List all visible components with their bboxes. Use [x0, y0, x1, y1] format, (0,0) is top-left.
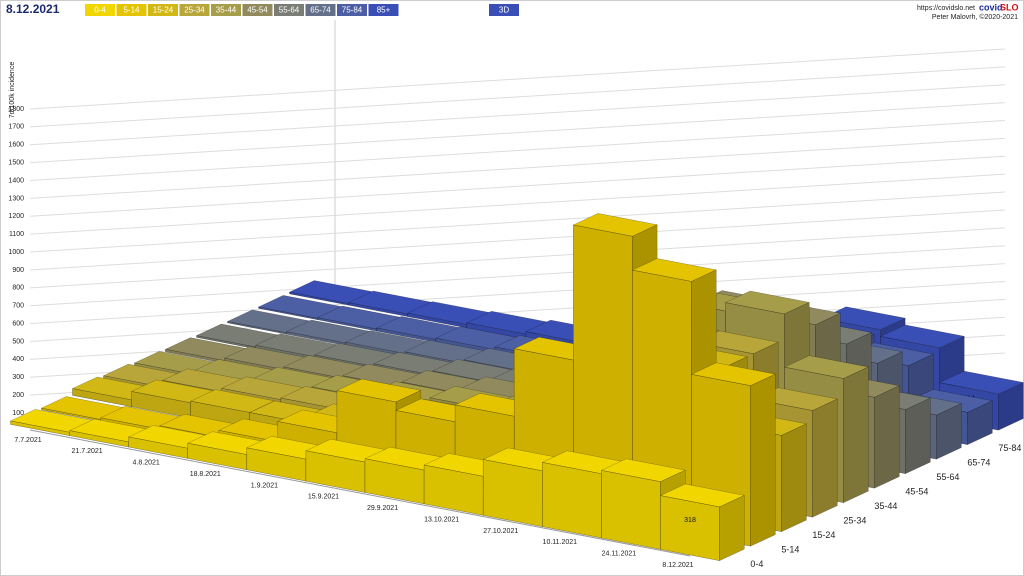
bar-side	[719, 494, 745, 562]
grid-line	[29, 245, 1006, 307]
legend-swatch[interactable]	[211, 4, 241, 16]
x-tick-label: 13.10.2021	[424, 516, 459, 523]
legend-swatch[interactable]	[85, 4, 115, 16]
x-axis	[29, 429, 691, 557]
y-tick-label: 300	[12, 374, 24, 381]
grid-line	[29, 155, 1006, 217]
legend-label: 5-14	[123, 6, 140, 15]
group-label: 15-24	[812, 530, 835, 540]
legend: 0-4 5-14 15-24 25-34 35-44 45-54 55-64 65-74 75-…	[85, 4, 399, 16]
bar-side	[781, 423, 807, 533]
group-label: 5-14	[781, 545, 799, 555]
brand: SLO	[1000, 2, 1019, 12]
x-tick-label: 21.7.2021	[72, 448, 103, 455]
legend-label: 0-4	[94, 6, 106, 15]
legend-label: 25-34	[184, 6, 205, 15]
bar-side	[905, 397, 931, 475]
group-label: 0-4	[750, 559, 763, 569]
legend-swatch[interactable]	[242, 4, 273, 16]
y-tick-label: 400	[12, 356, 24, 363]
x-tick-label: 27.10.2021	[483, 528, 518, 535]
legend-swatch[interactable]	[274, 4, 304, 16]
y-tick-label: 1500	[8, 159, 24, 166]
legend-label: 15-24	[153, 6, 174, 15]
group-label: 65-74	[967, 458, 990, 468]
mode-button-label[interactable]: 3D	[499, 6, 509, 15]
legend-label: 65-74	[310, 6, 331, 15]
y-tick-label: 800	[12, 285, 24, 292]
author: Peter Malovrh, ©2020-2021	[932, 13, 1018, 21]
y-tick-label: 1400	[8, 177, 24, 184]
y-tick-label: 1100	[9, 231, 24, 238]
y-tick-label: 500	[12, 338, 24, 345]
bar	[601, 470, 661, 550]
y-tick-label: 200	[12, 392, 24, 399]
group-label: 75-84	[998, 443, 1021, 453]
x-tick-label: 10.11.2021	[543, 539, 578, 546]
grid-line	[29, 191, 1006, 253]
bar-side	[874, 385, 900, 489]
y-tick-label: 1800	[8, 106, 24, 113]
group-label: 45-54	[905, 487, 928, 497]
site-url: https://covidslo.net	[917, 5, 975, 12]
grid-line	[29, 84, 1006, 146]
y-tick-label: 700	[12, 303, 24, 310]
date-title: 8.12.2021	[6, 2, 60, 16]
grid-line	[29, 102, 1006, 164]
y-axis-title: 7d/100k incidence	[9, 62, 16, 119]
mode-button[interactable]	[489, 4, 519, 16]
y-tick-label: 600	[12, 320, 24, 327]
grid-line	[29, 48, 1006, 110]
x-tick-label: 24.11.2021	[602, 550, 637, 557]
legend-swatch[interactable]	[368, 4, 399, 16]
x-tick-label: 4.8.2021	[133, 460, 160, 467]
group-label: 35-44	[874, 501, 897, 511]
legend-label: 85+	[377, 6, 391, 15]
x-tick-label: 8.12.2021	[662, 562, 693, 569]
legend-label: 35-44	[216, 6, 237, 15]
grid-line	[29, 66, 1006, 128]
y-tick-label: 1300	[8, 195, 24, 202]
bar	[660, 495, 720, 561]
x-tick-label: 1.9.2021	[251, 482, 278, 489]
legend-swatch[interactable]	[305, 4, 336, 16]
legend-label: 45-54	[247, 6, 268, 15]
x-tick-label: 7.7.2021	[14, 437, 41, 444]
bar	[542, 462, 602, 539]
legend-swatch[interactable]	[337, 4, 367, 16]
grid-line	[29, 280, 1006, 342]
y-tick-label: 1700	[8, 124, 24, 131]
y-tick-label: 1000	[8, 249, 24, 256]
bar-side	[750, 373, 776, 547]
bar-side	[843, 366, 869, 504]
y-tick-label: 1600	[8, 142, 24, 149]
x-tick-label: 15.9.2021	[308, 494, 339, 501]
group-label: 25-34	[843, 516, 866, 526]
legend-swatch[interactable]	[179, 4, 210, 16]
grid-line	[29, 209, 1006, 271]
bar-side	[812, 398, 838, 518]
bar	[482, 459, 543, 527]
y-tick-label: 100	[12, 410, 24, 417]
y-tick-label: 900	[12, 267, 24, 274]
legend-label: 75-84	[342, 6, 363, 15]
grid-line	[29, 120, 1006, 182]
legend-swatch[interactable]	[116, 4, 147, 16]
grid-line	[29, 263, 1006, 325]
grid-line	[29, 173, 1006, 235]
grid-line	[29, 227, 1006, 289]
group-label: 55-64	[936, 472, 959, 482]
legend-swatch[interactable]	[148, 4, 178, 16]
y-tick-label: 1200	[8, 213, 24, 220]
brand: covid	[979, 2, 1003, 12]
grid-line	[29, 137, 1006, 199]
x-tick-label: 29.9.2021	[367, 505, 398, 512]
legend-label: 55-64	[279, 6, 300, 15]
x-tick-label: 18.8.2021	[190, 471, 221, 478]
value-label: 318	[684, 517, 696, 524]
